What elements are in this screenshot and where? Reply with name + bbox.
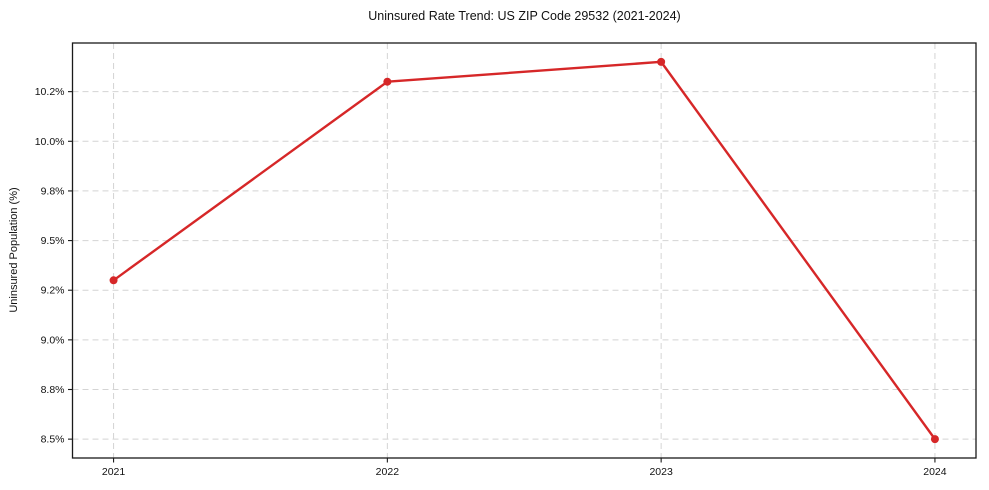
y-tick-label: 10.0% (35, 136, 65, 148)
data-point (657, 57, 666, 66)
y-tick-label: 9.5% (41, 235, 65, 247)
x-tick-label: 2021 (102, 466, 126, 478)
data-point (383, 77, 392, 86)
y-tick-label: 9.2% (41, 285, 65, 297)
y-tick-label: 8.8% (41, 384, 65, 396)
plot-border (71, 42, 977, 459)
data-point (930, 435, 939, 444)
y-tick-label: 8.5% (41, 434, 65, 446)
trend-line (112, 60, 937, 441)
x-tick-label: 2024 (923, 466, 947, 478)
y-tick-label: 9.8% (41, 185, 65, 197)
x-tick-label: 2022 (376, 466, 400, 478)
y-tick-label: 9.0% (41, 334, 65, 346)
x-tick-label: 2023 (649, 466, 673, 478)
y-tick-label: 10.2% (35, 86, 65, 98)
chart-title: Uninsured Rate Trend: US ZIP Code 29532 … (368, 9, 681, 23)
data-point (109, 276, 118, 285)
